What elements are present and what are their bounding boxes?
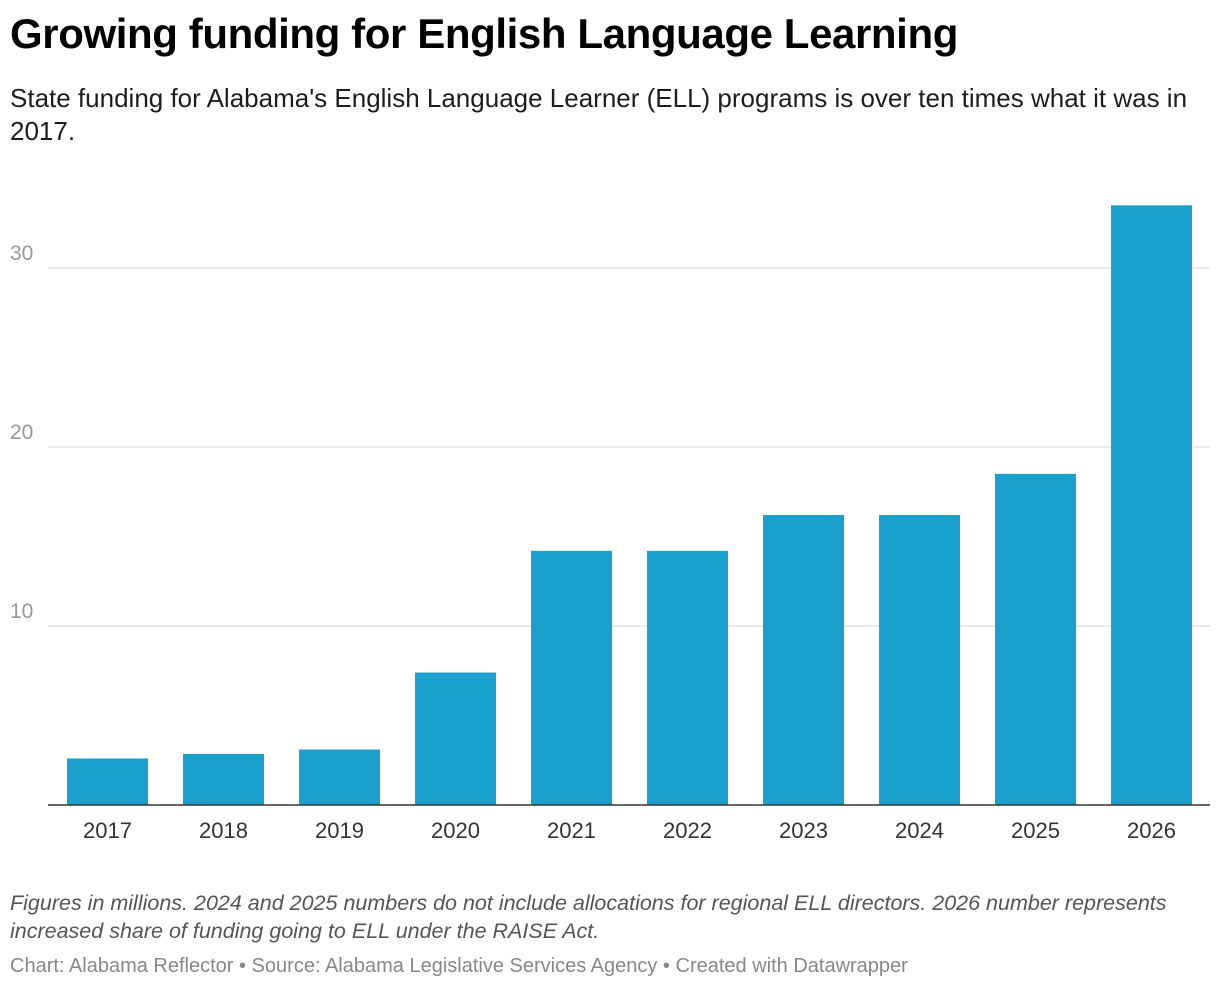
bar-2022 <box>647 550 728 805</box>
chart-credit: Chart: Alabama Reflector <box>10 955 234 977</box>
y-tick-label-20: 20 <box>10 421 33 444</box>
y-tick-label-10: 10 <box>10 600 33 623</box>
x-tick-label-2018: 2018 <box>199 818 248 843</box>
x-tick-label-2023: 2023 <box>779 818 828 843</box>
bar-2026 <box>1111 205 1192 806</box>
created-with-credit: Created with Datawrapper <box>675 955 908 977</box>
x-tick-label-2022: 2022 <box>663 818 712 843</box>
x-tick-label-2025: 2025 <box>1011 818 1060 843</box>
chart-title: Growing funding for English Language Lea… <box>10 10 958 57</box>
bar-2023 <box>763 515 844 805</box>
bar-2019 <box>299 749 380 805</box>
chart-subtitle: State funding for Alabama's English Lang… <box>10 83 1188 146</box>
credit-separator: • <box>662 955 670 977</box>
x-tick-label-2024: 2024 <box>895 818 944 843</box>
bar-2017 <box>67 758 148 805</box>
bar-2021 <box>531 550 612 805</box>
x-tick-label-2020: 2020 <box>431 818 480 843</box>
y-axis-ticks: 10 20 30 <box>10 242 33 623</box>
credit-separator: • <box>239 955 247 977</box>
y-tick-label-30: 30 <box>10 242 33 265</box>
x-tick-label-2021: 2021 <box>547 818 596 843</box>
chart-credits: Chart: Alabama Reflector • Source: Alaba… <box>10 955 908 978</box>
source-credit: Source: Alabama Legislative Services Age… <box>251 955 658 977</box>
x-tick-label-2017: 2017 <box>83 818 132 843</box>
bar-2025 <box>995 473 1076 805</box>
x-tick-label-2026: 2026 <box>1127 818 1176 843</box>
bar-2020 <box>415 672 496 805</box>
bar-2024 <box>879 515 960 805</box>
bars <box>67 205 1192 806</box>
bar-2018 <box>183 753 264 805</box>
x-axis-labels: 2017 2018 2019 2020 2021 2022 2023 2024 2025 2026 <box>83 818 1176 843</box>
x-tick-label-2019: 2019 <box>315 818 364 843</box>
chart-notes: Figures in millions. 2024 and 2025 numbe… <box>10 891 1167 943</box>
